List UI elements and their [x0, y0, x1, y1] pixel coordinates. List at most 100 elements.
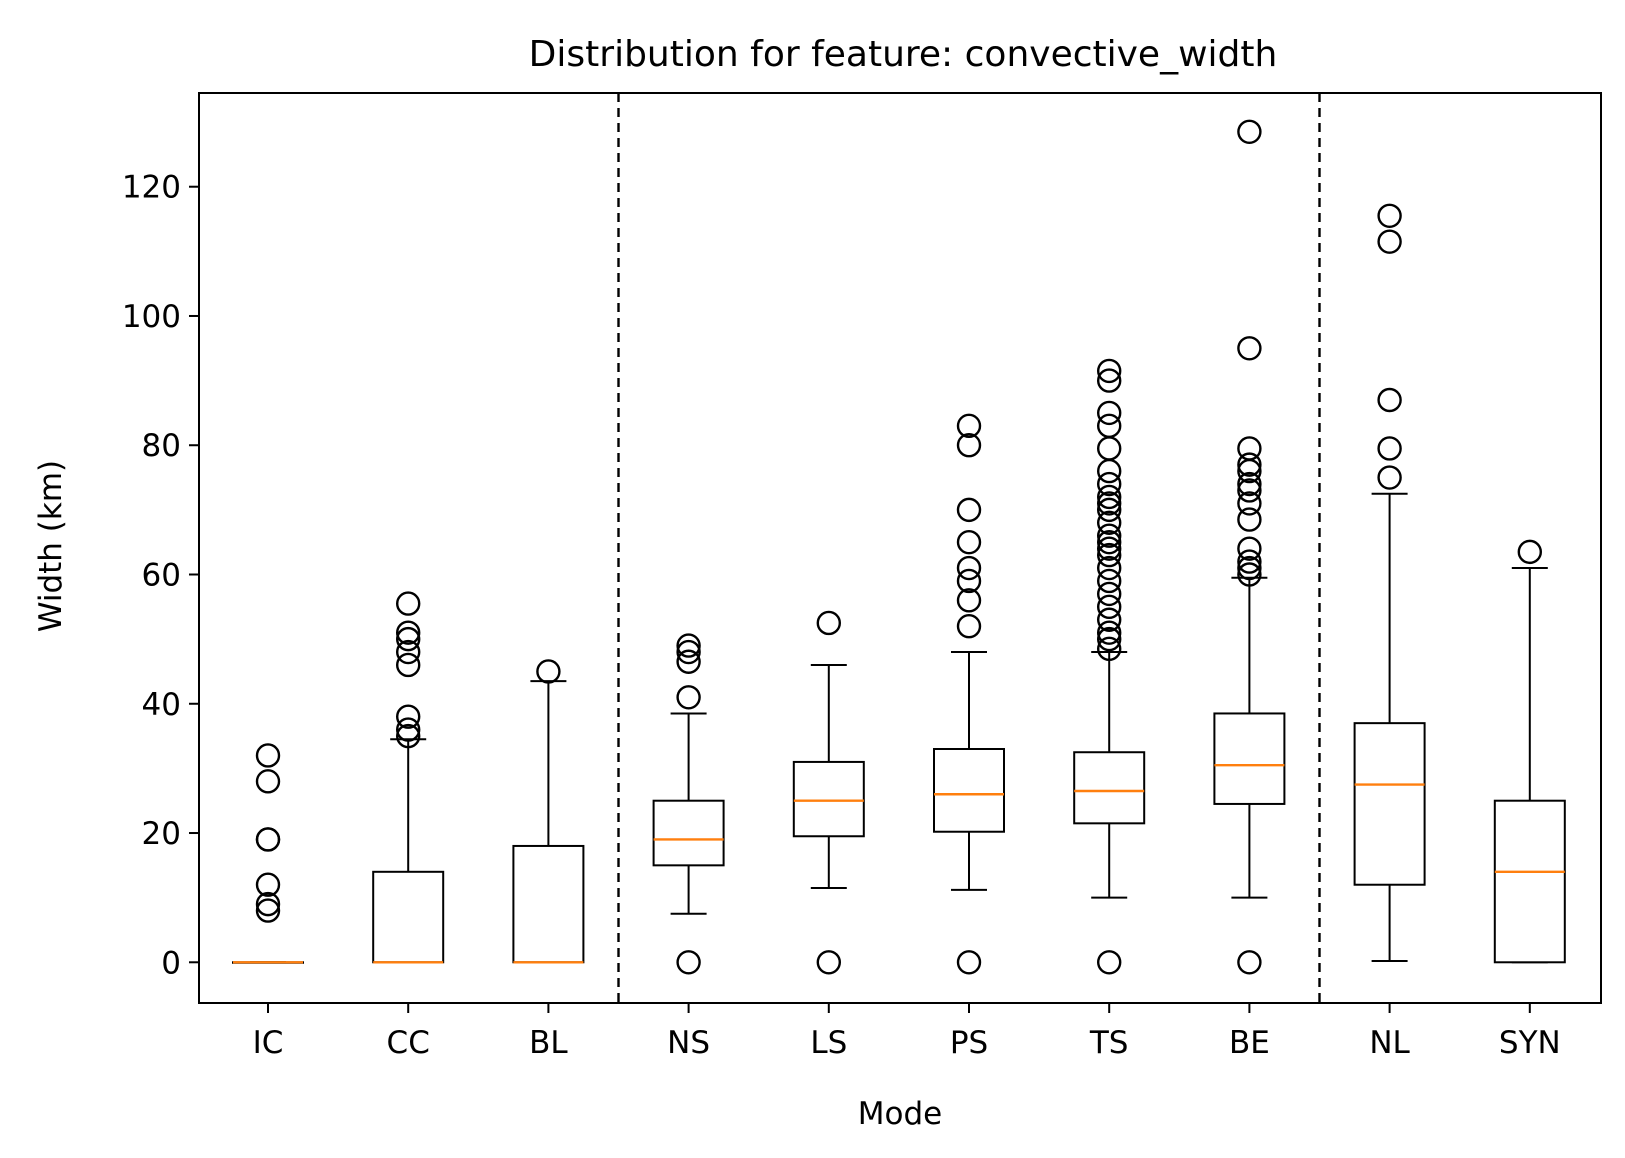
- outlier-point: [956, 555, 982, 581]
- outlier-point: [956, 413, 982, 439]
- x-tick-label: BL: [529, 1025, 568, 1061]
- x-tick-label: NS: [667, 1025, 710, 1061]
- outlier-point: [1096, 536, 1122, 561]
- y-tick-label: 120: [122, 170, 181, 206]
- outlier-point: [255, 769, 281, 794]
- box-nl: [1353, 203, 1426, 962]
- outlier-point: [956, 950, 982, 975]
- y-axis-label: Width (km): [33, 460, 69, 632]
- y-tick-label: 40: [142, 687, 181, 723]
- outlier-point: [1377, 203, 1402, 228]
- chart-title: Distribution for feature: convective_wid…: [529, 34, 1278, 75]
- box-ts: [1073, 358, 1146, 975]
- outlier-point: [255, 891, 281, 917]
- x-tick-label: CC: [387, 1025, 430, 1061]
- outlier-point: [1096, 636, 1122, 662]
- x-tick-label: PS: [950, 1025, 988, 1061]
- outlier-point: [676, 639, 701, 665]
- outlier-point: [1377, 436, 1402, 461]
- outlier-point: [396, 717, 421, 742]
- box-body: [1353, 722, 1426, 886]
- box-body: [512, 844, 585, 964]
- outlier-point: [1096, 484, 1122, 510]
- x-tick-label: LS: [810, 1025, 847, 1061]
- outlier-point: [1096, 413, 1122, 439]
- outlier-point: [1237, 555, 1262, 581]
- outlier-point: [396, 704, 421, 729]
- outlier-point: [1237, 950, 1262, 975]
- outlier-point: [956, 588, 982, 613]
- x-axis-label: Mode: [858, 1096, 942, 1132]
- outlier-point: [1096, 510, 1122, 535]
- box-syn: [1493, 539, 1566, 964]
- outlier-point: [1237, 491, 1262, 516]
- outlier-point: [255, 898, 281, 923]
- outlier-point: [396, 639, 421, 665]
- y-tick-label: 80: [142, 428, 181, 464]
- outlier-point: [1517, 539, 1543, 565]
- outlier-point: [1237, 478, 1262, 503]
- outlier-point: [676, 649, 701, 674]
- outlier-point: [956, 614, 982, 639]
- outlier-point: [1237, 436, 1262, 461]
- outlier-point: [1237, 119, 1262, 144]
- outlier-point: [1096, 358, 1122, 384]
- outlier-point: [1096, 542, 1122, 568]
- outlier-point: [396, 620, 421, 645]
- box-body: [1213, 712, 1286, 805]
- outlier-point: [1096, 529, 1122, 555]
- box-body: [792, 760, 865, 838]
- outlier-point: [1096, 568, 1122, 594]
- outlier-point: [396, 626, 421, 652]
- outlier-point: [1096, 458, 1122, 484]
- outlier-point: [956, 497, 982, 523]
- outlier-point: [1096, 523, 1122, 548]
- outlier-point: [676, 633, 701, 658]
- box-ns: [652, 633, 725, 975]
- outlier-point: [1096, 581, 1122, 607]
- outlier-point: [956, 568, 982, 594]
- box-ls: [792, 610, 865, 975]
- outlier-point: [1096, 626, 1122, 652]
- box-ps: [933, 413, 1005, 975]
- outlier-point: [816, 610, 841, 636]
- outlier-point: [1096, 594, 1122, 620]
- outlier-point: [1096, 607, 1122, 632]
- outlier-point: [536, 659, 561, 684]
- outlier-point: [1096, 950, 1122, 975]
- x-tick-label: BE: [1229, 1025, 1270, 1061]
- box-body: [1073, 751, 1146, 825]
- y-tick-label: 100: [122, 299, 181, 335]
- outlier-point: [1377, 465, 1402, 490]
- box-body: [1493, 799, 1566, 964]
- outlier-point: [1237, 471, 1262, 497]
- plot-area: 0 20 40 60 80 100 120 IC CC BL NS LS PS TS BE NL SYN: [122, 93, 1566, 1061]
- outlier-point: [396, 652, 421, 678]
- outlier-point: [396, 591, 421, 616]
- outlier-point: [956, 433, 982, 458]
- x-tick-label: NL: [1369, 1025, 1410, 1061]
- outlier-point: [1096, 400, 1122, 426]
- outlier-point: [956, 529, 982, 555]
- outlier-point: [1096, 497, 1122, 523]
- outlier-point: [676, 950, 701, 975]
- outlier-point: [1096, 491, 1122, 516]
- y-tick-label: 20: [142, 816, 181, 852]
- outlier-point: [676, 685, 701, 710]
- axes-frame: [198, 92, 1602, 1004]
- outlier-point: [255, 743, 281, 768]
- box-be: [1213, 119, 1286, 975]
- box-ic: [232, 743, 304, 964]
- outlier-point: [1377, 387, 1402, 413]
- outlier-point: [1237, 336, 1262, 361]
- box-body: [372, 870, 445, 964]
- y-tick-label: 60: [142, 557, 181, 593]
- outlier-point: [1096, 368, 1122, 393]
- x-tick-label: IC: [253, 1025, 284, 1061]
- box-body: [652, 799, 725, 867]
- box-cc: [372, 591, 445, 964]
- outlier-point: [255, 827, 281, 852]
- outlier-point: [1237, 549, 1262, 574]
- outlier-point: [1096, 555, 1122, 581]
